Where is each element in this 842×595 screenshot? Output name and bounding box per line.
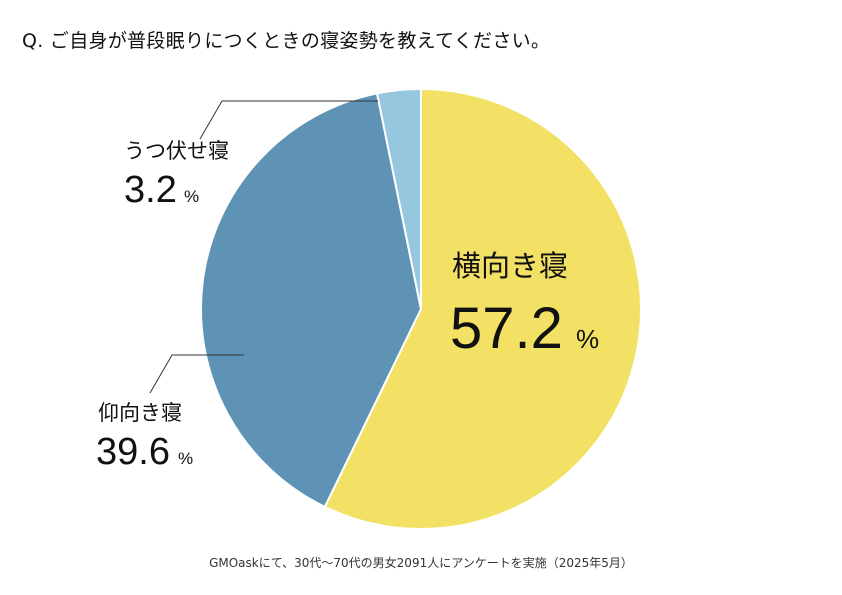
pie-slice-prone bbox=[376, 88, 422, 310]
pie-slices bbox=[200, 88, 642, 530]
label-supine-name: 仰向き寝 bbox=[98, 401, 182, 425]
label-side-unit: % bbox=[576, 324, 599, 354]
label-supine-value: 39.6 bbox=[96, 431, 170, 473]
label-side-value: 57.2 bbox=[450, 296, 563, 361]
question-text: Q. ご自身が普段眠りにつくときの寝姿勢を教えてください。 bbox=[22, 30, 551, 52]
label-prone-unit: % bbox=[184, 187, 199, 206]
pie-slice-side bbox=[323, 88, 642, 530]
label-prone-name: うつ伏せ寝 bbox=[124, 139, 229, 163]
label-side-name: 横向き寝 bbox=[452, 249, 568, 283]
slice-labels: 横向き寝 57.2 % 仰向き寝 39.6 % うつ伏せ寝 3.2 % bbox=[96, 139, 599, 473]
leader-line-supine bbox=[149, 354, 244, 394]
label-supine-unit: % bbox=[178, 449, 193, 468]
source-note: GMOaskにて、30代〜70代の男女2091人にアンケートを実施（2025年5… bbox=[209, 556, 633, 570]
label-prone-value: 3.2 bbox=[124, 169, 177, 211]
leader-lines bbox=[149, 100, 378, 394]
pie-slice-supine bbox=[200, 92, 422, 508]
leader-line-prone bbox=[199, 100, 378, 140]
